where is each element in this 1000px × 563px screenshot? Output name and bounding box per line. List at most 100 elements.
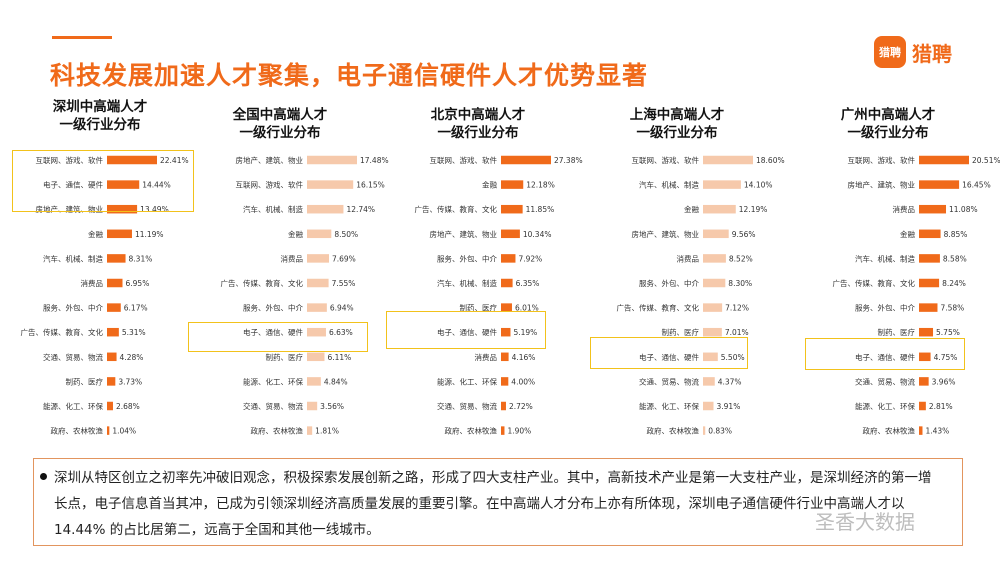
bar: [501, 180, 524, 189]
value-label: 1.43%: [925, 427, 949, 436]
category-label: 服务、外包、中介: [855, 303, 915, 313]
logo-text: 猎聘: [912, 41, 952, 66]
chart-shenzhen: 互联网、游戏、软件 22.41% 电子、通信、硬件 14.44% 房地产、建筑、物业 13…: [0, 148, 200, 448]
value-label: 7.69%: [332, 254, 356, 263]
category-label: 房地产、建筑、物业: [236, 155, 304, 165]
value-label: 4.75%: [934, 353, 958, 362]
bar: [919, 303, 938, 312]
bar: [501, 278, 513, 288]
value-label: 4.84%: [324, 377, 348, 386]
category-label: 互联网、游戏、软件: [236, 180, 304, 190]
category-label: 广告、传媒、教育、文化: [221, 278, 304, 288]
value-label: 11.85%: [526, 205, 555, 214]
category-label: 消费品: [281, 253, 304, 263]
value-label: 6.35%: [516, 279, 540, 288]
value-label: 8.52%: [729, 254, 753, 263]
bar: [107, 401, 113, 411]
category-label: 电子、通信、硬件: [43, 180, 103, 190]
category-label: 政府、农林牧渔: [647, 426, 700, 436]
bar: [107, 327, 119, 337]
bar: [307, 377, 321, 386]
category-label: 消费品: [677, 253, 700, 263]
category-label: 房地产、建筑、物业: [632, 229, 700, 239]
value-label: 8.30%: [728, 279, 752, 288]
value-label: 5.75%: [936, 328, 960, 337]
bar: [107, 155, 157, 165]
value-label: 0.83%: [708, 427, 732, 436]
category-label: 交通、贸易、物流: [43, 352, 103, 362]
value-label: 8.85%: [944, 230, 968, 239]
value-label: 16.45%: [962, 181, 991, 190]
value-label: 8.24%: [942, 279, 966, 288]
value-label: 17.48%: [360, 156, 389, 165]
category-label: 房地产、建筑、物业: [430, 229, 498, 239]
value-label: 7.01%: [725, 328, 749, 337]
bar: [501, 377, 509, 386]
bar: [107, 352, 117, 362]
category-label: 服务、外包、中介: [639, 278, 699, 288]
chart-svg-shanghai: 互联网、游戏、软件 18.60% 汽车、机械、制造 14.10% 金融 12.19% 房地产…: [617, 155, 785, 436]
value-label: 20.51%: [972, 156, 1000, 165]
category-label: 汽车、机械、制造: [43, 253, 103, 263]
wechat-watermark: 圣香大数据: [815, 510, 915, 534]
value-label: 9.56%: [732, 230, 756, 239]
bar: [307, 352, 325, 362]
bar: [501, 303, 512, 312]
value-label: 4.00%: [511, 377, 535, 386]
bar: [307, 180, 354, 189]
bar: [703, 426, 706, 435]
bar: [107, 229, 132, 239]
value-label: 1.90%: [507, 427, 531, 436]
category-label: 互联网、游戏、软件: [632, 155, 700, 165]
category-label: 电子、通信、硬件: [639, 352, 699, 362]
category-label: 能源、化工、环保: [437, 376, 497, 386]
value-label: 5.19%: [513, 328, 537, 337]
bar: [501, 352, 509, 362]
value-label: 8.58%: [943, 254, 967, 263]
bar: [307, 254, 329, 263]
bar: [107, 254, 126, 263]
bar: [307, 303, 327, 312]
value-label: 6.94%: [330, 304, 354, 313]
value-label: 5.50%: [721, 353, 745, 362]
value-label: 12.18%: [526, 181, 555, 190]
value-label: 5.31%: [122, 328, 146, 337]
value-label: 4.16%: [512, 353, 536, 362]
value-label: 3.91%: [717, 402, 741, 411]
category-label: 消费品: [893, 204, 916, 214]
value-label: 12.74%: [346, 205, 375, 214]
bar: [307, 278, 329, 288]
bar: [107, 303, 121, 312]
bar: [307, 401, 318, 411]
bar: [501, 254, 516, 263]
value-label: 22.41%: [160, 156, 189, 165]
value-label: 13.49%: [140, 205, 169, 214]
category-label: 制药、医疗: [66, 376, 104, 386]
value-label: 6.63%: [329, 328, 353, 337]
bar: [919, 155, 969, 165]
bar: [307, 327, 326, 337]
bullet-icon: [40, 473, 47, 480]
value-label: 18.60%: [756, 156, 785, 165]
bar: [919, 254, 940, 263]
category-label: 广告、传媒、教育、文化: [617, 303, 700, 313]
category-label: 能源、化工、环保: [855, 401, 915, 411]
category-label: 制药、医疗: [266, 352, 304, 362]
bar: [703, 352, 718, 362]
highlight-box-beijing: [386, 311, 546, 349]
value-label: 16.15%: [356, 181, 385, 190]
bar: [501, 229, 520, 239]
value-label: 2.81%: [929, 402, 953, 411]
value-label: 3.73%: [118, 377, 142, 386]
bar: [919, 278, 940, 288]
value-label: 11.19%: [135, 230, 164, 239]
category-label: 金融: [482, 180, 497, 190]
bar: [919, 352, 931, 362]
bar: [703, 229, 729, 239]
value-label: 7.55%: [332, 279, 356, 288]
value-label: 6.01%: [515, 304, 539, 313]
chart-national: 房地产、建筑、物业 17.48% 互联网、游戏、软件 16.15% 汽车、机械、制造 12…: [200, 148, 400, 448]
category-label: 能源、化工、环保: [639, 401, 699, 411]
category-label: 政府、农林牧渔: [445, 426, 498, 436]
bar: [307, 204, 344, 214]
